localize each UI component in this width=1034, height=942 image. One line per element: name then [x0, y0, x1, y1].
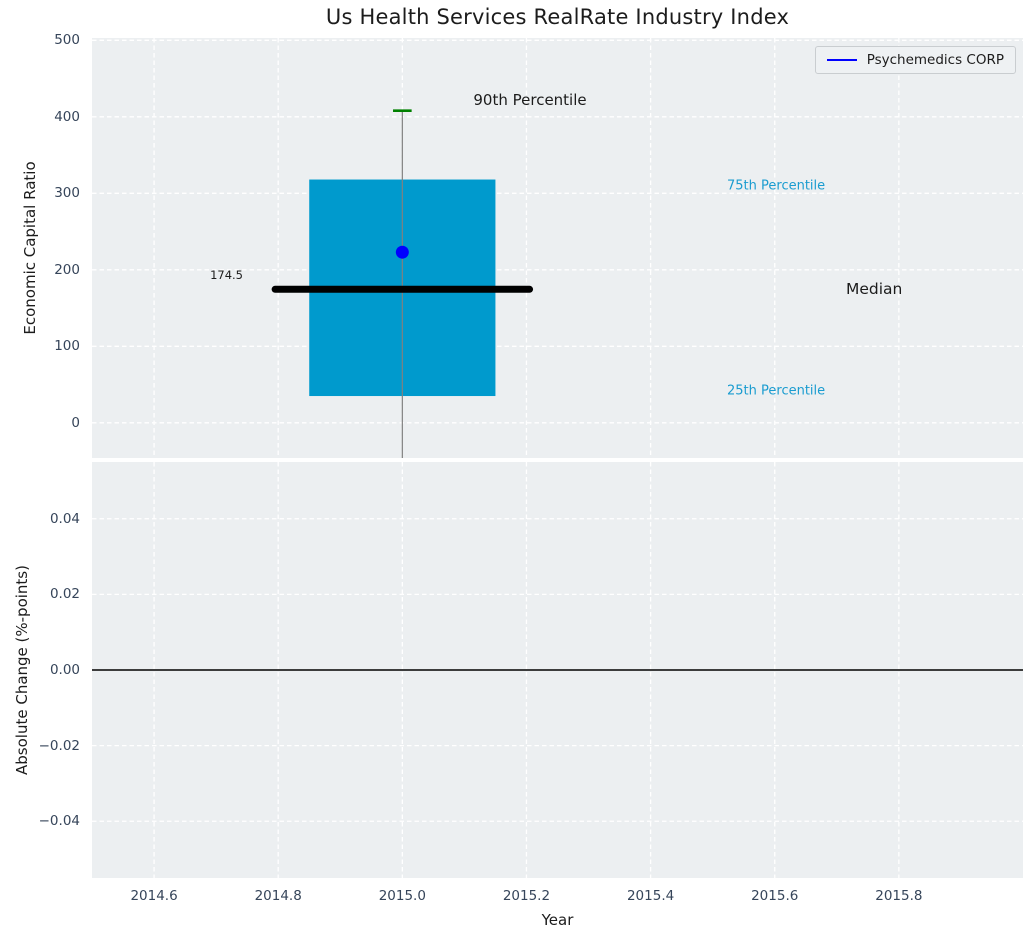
y-tick-label: 0.04	[49, 510, 80, 527]
x-tick-label: 2014.8	[254, 888, 302, 904]
x-tick-label: 2015.0	[378, 888, 426, 904]
y-tick-label: 300	[54, 185, 80, 202]
x-tick-label: 2015.4	[626, 888, 675, 904]
x-tick-label: 2014.6	[130, 888, 178, 904]
chart-title: Us Health Services RealRate Industry Ind…	[325, 5, 790, 29]
y-tick-label: 100	[54, 338, 80, 355]
annotation-90th-percentile: 90th Percentile	[473, 91, 587, 109]
y-tick-label: 200	[54, 261, 80, 278]
y-tick-label: −0.04	[38, 813, 80, 830]
axes-economic-capital-ratio: 90th Percentile 75th Percentile Median 2…	[92, 38, 1023, 458]
axes-absolute-change	[92, 462, 1023, 878]
x-axis-label: Year	[541, 911, 574, 929]
x-tick-label: 2015.2	[502, 888, 551, 904]
legend-label: Psychemedics CORP	[866, 52, 1004, 68]
y-tick-label: 0.02	[49, 586, 80, 603]
y-tick-label: 0.00	[49, 662, 80, 678]
annotation-median: Median	[846, 280, 903, 298]
y-tick-label: 400	[54, 108, 80, 125]
y-tick-label: 0	[71, 414, 80, 431]
y-tick-label: −0.02	[38, 737, 80, 754]
legend-line-sample	[826, 59, 857, 61]
annotation-75th-percentile: 75th Percentile	[727, 178, 826, 194]
legend: Psychemedics CORP	[814, 46, 1016, 74]
annotation-25th-percentile: 25th Percentile	[727, 383, 826, 399]
company-point	[395, 245, 409, 259]
x-tick-label: 2015.6	[751, 888, 799, 904]
x-tick-label: 2015.8	[875, 888, 923, 904]
change-panel-canvas	[92, 462, 1023, 878]
median-value-label: 174.5	[210, 268, 243, 282]
boxplot-canvas	[92, 38, 1023, 458]
y-tick-label: 500	[54, 32, 80, 49]
